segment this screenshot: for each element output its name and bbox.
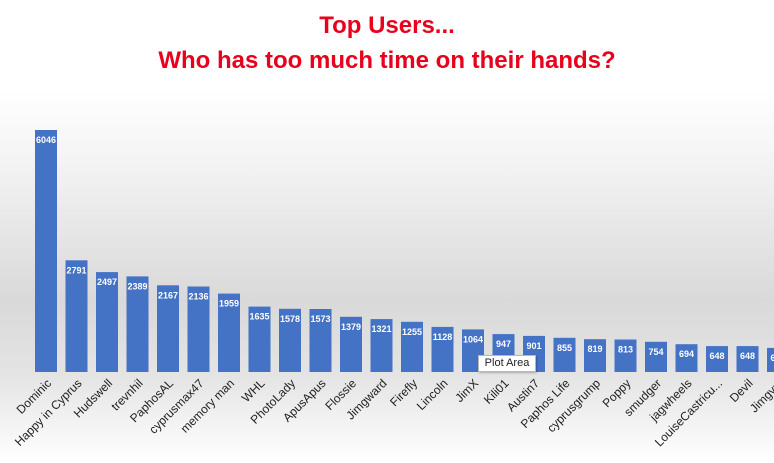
bar-18[interactable] — [584, 339, 606, 372]
value-label-11: 1321 — [371, 324, 391, 334]
value-label-2: 2497 — [97, 277, 117, 287]
bar-1[interactable] — [65, 260, 88, 372]
bar-6[interactable] — [218, 293, 240, 372]
value-label-19: 813 — [618, 345, 633, 355]
bar-4[interactable] — [157, 285, 179, 372]
value-label-8: 1578 — [280, 314, 300, 324]
value-label-4: 2167 — [158, 290, 178, 300]
value-label-15: 947 — [496, 339, 511, 349]
value-labels-layer: 6046 2791 2497 2389 2167 2136 1959 1635 1578 1573… — [36, 135, 774, 363]
value-label-23: 648 — [740, 351, 755, 361]
value-label-3: 2389 — [127, 281, 147, 291]
bar-2[interactable] — [96, 272, 118, 372]
value-label-13: 1128 — [433, 332, 453, 342]
bar-5[interactable] — [187, 286, 210, 373]
value-label-20: 754 — [648, 347, 663, 357]
bar-13[interactable] — [431, 326, 454, 372]
plot-area-tooltip: Plot Area — [478, 355, 536, 372]
bar-3[interactable] — [126, 276, 149, 372]
bars-layer — [35, 130, 774, 372]
value-label-18: 819 — [587, 344, 602, 354]
chart-subtitle: Who has too much time on their hands? — [158, 47, 616, 74]
value-label-24: 603 — [770, 353, 774, 363]
value-label-5: 2136 — [188, 292, 208, 302]
value-label-17: 855 — [557, 343, 572, 353]
bar-21[interactable] — [675, 344, 698, 372]
x-tick-label-14: JimX — [452, 376, 481, 405]
value-label-6: 1959 — [219, 299, 239, 309]
value-label-0: 6046 — [36, 135, 56, 145]
x-tick-label-13: Lincoln — [414, 376, 451, 413]
bar-10[interactable] — [340, 316, 362, 372]
value-label-7: 1635 — [249, 312, 269, 322]
chart-title: Top Users... — [319, 12, 455, 39]
value-label-10: 1379 — [341, 322, 361, 332]
bar-22[interactable] — [706, 346, 728, 372]
value-label-1: 2791 — [66, 265, 86, 275]
bar-24[interactable] — [767, 347, 774, 372]
value-label-16: 901 — [526, 341, 541, 351]
value-label-21: 694 — [679, 349, 694, 359]
bar-9[interactable] — [309, 309, 332, 372]
bar-23[interactable] — [736, 346, 759, 372]
value-label-22: 648 — [709, 351, 724, 361]
value-label-14: 1064 — [463, 334, 483, 344]
bar-8[interactable] — [279, 308, 301, 372]
bar-12[interactable] — [401, 321, 423, 372]
bar-11[interactable] — [370, 319, 393, 372]
value-label-12: 1255 — [402, 327, 422, 337]
bar-19[interactable] — [614, 339, 637, 373]
bar-7[interactable] — [248, 306, 271, 372]
value-label-9: 1573 — [310, 314, 330, 324]
bar-0[interactable] — [35, 130, 57, 372]
bar-20[interactable] — [645, 341, 667, 372]
bar-17[interactable] — [553, 337, 576, 372]
